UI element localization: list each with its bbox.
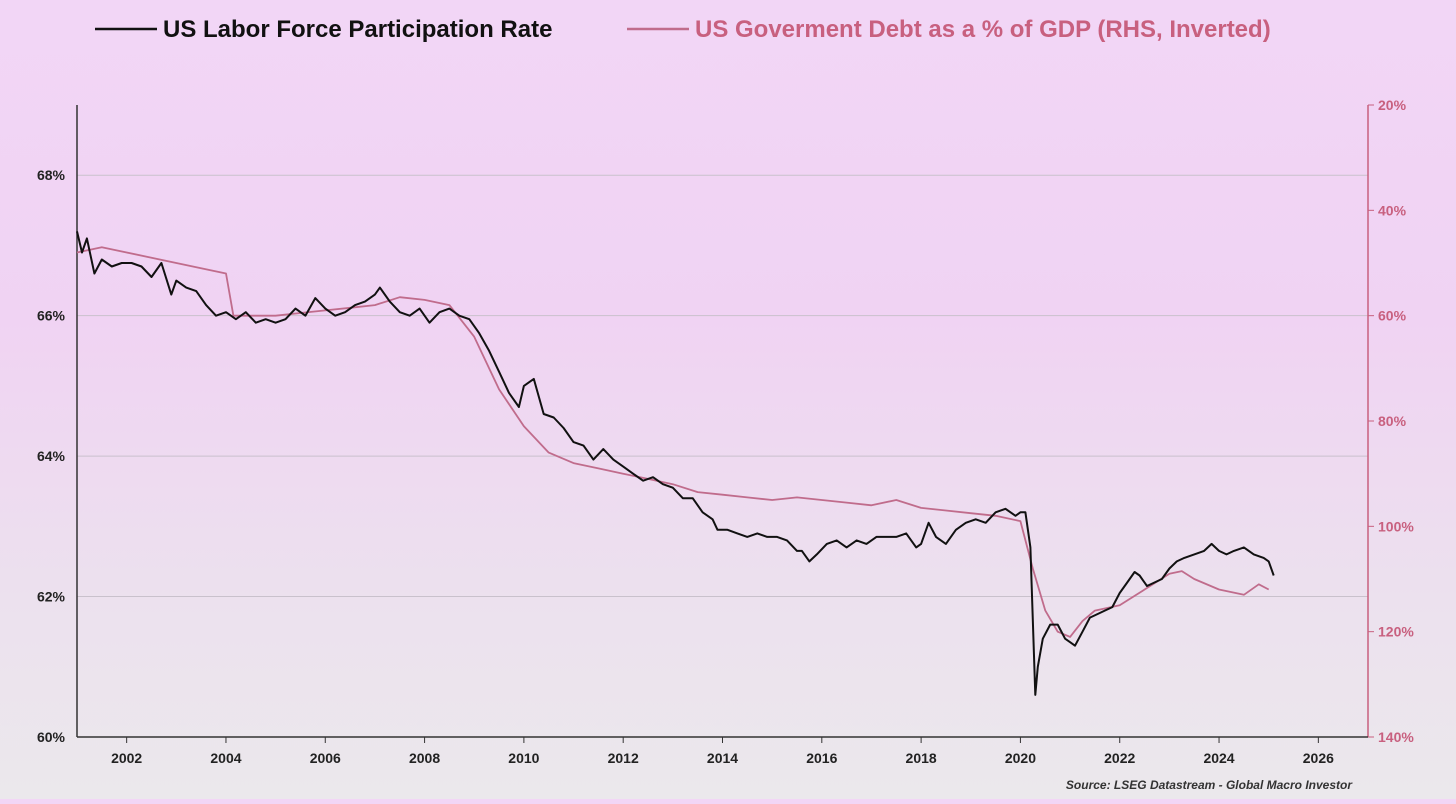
x-tick-labels: 2002 2004 2006 2008 2010 2012 2014 2016 2018 2020…	[111, 737, 1334, 766]
x-tick-label: 2012	[608, 750, 639, 766]
right-tick-label: 80%	[1378, 413, 1407, 429]
x-tick-label: 2018	[906, 750, 937, 766]
left-tick-label: 64%	[37, 448, 66, 464]
right-tick-label: 120%	[1378, 624, 1414, 640]
left-tick-label: 68%	[37, 167, 66, 183]
x-tick-label: 2010	[508, 750, 539, 766]
series-line-debt	[76, 246, 1270, 638]
x-tick-label: 2024	[1203, 750, 1234, 766]
source-note: Source: LSEG Datastream - Global Macro I…	[1066, 778, 1353, 792]
right-tick-label: 60%	[1378, 308, 1407, 324]
x-tick-label: 2022	[1104, 750, 1135, 766]
legend-label-debt: US Goverment Debt as a % of GDP (RHS, In…	[695, 16, 1271, 43]
legend-label-lfpr: US Labor Force Participation Rate	[163, 16, 552, 43]
left-tick-label: 62%	[37, 589, 66, 605]
right-tick-label: 40%	[1378, 202, 1407, 218]
x-tick-label: 2016	[806, 750, 837, 766]
series-line-lfpr	[76, 231, 1275, 696]
series-lines	[76, 231, 1275, 696]
right-tick-label: 100%	[1378, 518, 1414, 534]
left-tick-label: 60%	[37, 729, 66, 745]
x-tick-label: 2006	[310, 750, 341, 766]
left-y-tick-labels: 60% 62% 64% 66% 68%	[37, 167, 66, 745]
right-y-tick-labels: 20% 40% 60% 80% 100% 120% 140%	[1368, 97, 1414, 745]
left-tick-label: 66%	[37, 308, 66, 324]
x-tick-label: 2008	[409, 750, 440, 766]
gridlines	[77, 174, 1368, 598]
x-tick-label: 2026	[1303, 750, 1334, 766]
x-tick-label: 2002	[111, 750, 142, 766]
legend: US Labor Force Participation Rate US Gov…	[95, 16, 1271, 43]
right-tick-label: 20%	[1378, 97, 1407, 113]
x-tick-label: 2020	[1005, 750, 1036, 766]
x-tick-label: 2014	[707, 750, 738, 766]
right-tick-label: 140%	[1378, 729, 1414, 745]
x-tick-label: 2004	[210, 750, 241, 766]
